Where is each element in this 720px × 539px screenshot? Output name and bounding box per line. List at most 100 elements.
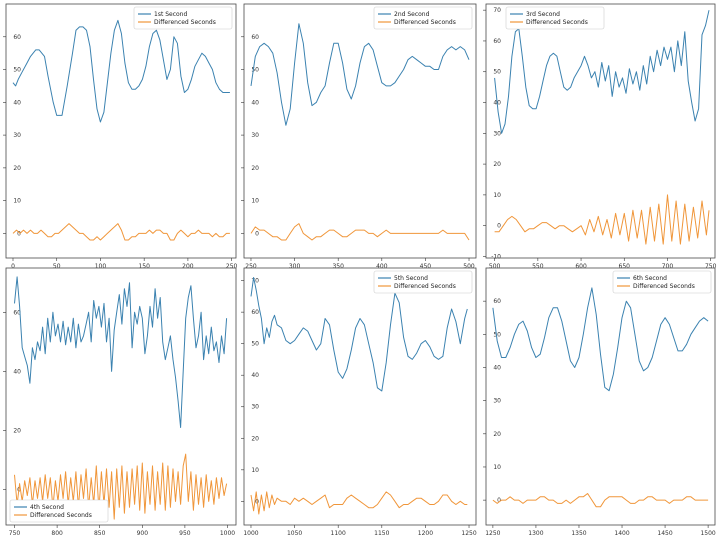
x-tick-label: 750 <box>705 263 717 270</box>
y-tick-label: 10 <box>493 464 501 471</box>
y-tick-label: 40 <box>493 364 501 371</box>
plot-frame <box>485 267 716 526</box>
x-tick-label: 1000 <box>220 530 235 537</box>
y-tick-label: 60 <box>493 38 501 45</box>
series-line-1 <box>494 10 710 134</box>
series-line-1 <box>492 287 709 392</box>
x-tick-label: 350 <box>332 263 344 270</box>
legend-label: 1st Second <box>154 11 187 18</box>
y-tick-label: 50 <box>13 67 21 74</box>
x-tick-label: 0 <box>11 263 15 270</box>
legend-box <box>373 270 473 294</box>
y-tick-label: 0 <box>255 230 259 237</box>
series-line-1 <box>12 19 230 123</box>
x-tick-label: 450 <box>420 263 432 270</box>
x-tick-label: 1500 <box>700 530 715 537</box>
x-tick-label: 650 <box>619 263 631 270</box>
plot-frame <box>5 267 237 526</box>
legend-box <box>505 6 605 30</box>
x-tick-label: 1200 <box>418 530 433 537</box>
series-line-1 <box>14 276 228 428</box>
legend-label: 6th Second <box>633 275 667 282</box>
y-tick-label: 70 <box>251 278 259 285</box>
x-tick-label: 700 <box>662 263 674 270</box>
x-tick-label: 1300 <box>528 530 543 537</box>
plot-frame <box>243 3 477 259</box>
y-tick-label: 10 <box>13 198 21 205</box>
series-line-2 <box>12 223 230 241</box>
series-line-2 <box>250 491 468 515</box>
x-tick-label: 950 <box>179 530 191 537</box>
y-tick-label: 30 <box>493 130 501 137</box>
y-tick-label: 60 <box>251 34 259 41</box>
series-line-2 <box>250 223 470 241</box>
series-line-2 <box>14 453 228 520</box>
y-tick-label: 50 <box>493 69 501 76</box>
series-line-2 <box>492 493 709 508</box>
x-tick-label: 100 <box>95 263 107 270</box>
y-tick-label: 30 <box>493 398 501 405</box>
y-tick-label: 20 <box>493 431 501 438</box>
x-tick-label: 250 <box>226 263 238 270</box>
y-tick-label: 50 <box>493 331 501 338</box>
series-line-1 <box>250 277 468 392</box>
y-tick-label: 60 <box>13 34 21 41</box>
legend-label: 2nd Second <box>394 11 430 18</box>
subplot-6: 1250 1300 1350 1400 1450 1500 0 10 20 30 40 50 60 6th… <box>483 267 716 537</box>
y-tick-label: 0 <box>497 497 501 504</box>
legend-label: Differenced Seconds <box>394 283 456 290</box>
x-tick-label: 200 <box>182 263 194 270</box>
x-tick-label: 1050 <box>287 530 302 537</box>
y-tick-label: 10 <box>493 192 501 199</box>
legend-box <box>373 6 473 30</box>
x-tick-label: 400 <box>376 263 388 270</box>
x-tick-label: 800 <box>51 530 63 537</box>
y-tick-label: 0 <box>17 230 21 237</box>
x-tick-label: 1450 <box>657 530 672 537</box>
subplot-3: 500 550 600 650 700 750-100102030405060703rd … <box>483 3 717 270</box>
y-tick-label: 60 <box>251 309 259 316</box>
y-tick-label: 20 <box>13 427 21 434</box>
legend-label: Differenced Seconds <box>30 512 92 519</box>
y-tick-label: 60 <box>13 309 21 316</box>
y-tick-label: 30 <box>13 132 21 139</box>
x-tick-label: 600 <box>575 263 587 270</box>
y-tick-label: 60 <box>493 298 501 305</box>
y-tick-label: 30 <box>251 132 259 139</box>
x-tick-label: 50 <box>53 263 61 270</box>
plot-frame <box>243 267 477 526</box>
x-tick-label: 550 <box>532 263 544 270</box>
y-tick-label: 40 <box>13 368 21 375</box>
x-tick-label: 250 <box>245 263 257 270</box>
y-tick-label: 20 <box>251 435 259 442</box>
subplot-2: 250 300 350 400 450 500 0 10 20 30 40 50 60 2nd Secon… <box>241 3 477 270</box>
x-tick-label: 1150 <box>374 530 389 537</box>
x-tick-label: 500 <box>489 263 501 270</box>
x-tick-label: 300 <box>289 263 301 270</box>
y-tick-label: 20 <box>493 161 501 168</box>
y-tick-label: 40 <box>251 99 259 106</box>
y-tick-label: 70 <box>493 7 501 14</box>
x-tick-label: 500 <box>463 263 475 270</box>
y-tick-label: 50 <box>251 341 259 348</box>
x-tick-label: 1400 <box>614 530 629 537</box>
plot-frame <box>5 3 237 259</box>
y-tick-label: 10 <box>251 467 259 474</box>
series-line-2 <box>494 194 710 245</box>
legend-box <box>612 270 712 294</box>
legend-label: Differenced Seconds <box>633 283 695 290</box>
legend-label: 5th Second <box>394 275 428 282</box>
y-tick-label: 40 <box>251 372 259 379</box>
x-tick-label: 150 <box>138 263 150 270</box>
x-tick-label: 1250 <box>461 530 476 537</box>
y-tick-label: 40 <box>13 99 21 106</box>
x-tick-label: 750 <box>9 530 21 537</box>
